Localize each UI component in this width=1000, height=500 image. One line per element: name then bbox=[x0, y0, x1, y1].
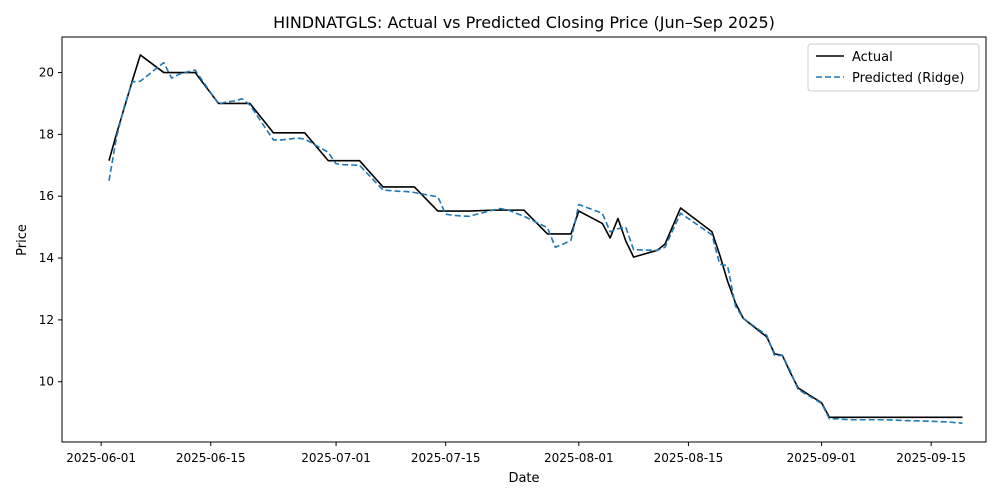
x-tick-label: 2025-07-15 bbox=[411, 451, 481, 465]
y-tick-label: 14 bbox=[39, 251, 54, 265]
legend-frame bbox=[807, 43, 980, 92]
legend-label-actual: Actual bbox=[852, 50, 893, 65]
legend: Actual Predicted (Ridge) bbox=[807, 43, 980, 92]
x-tick-label: 2025-08-01 bbox=[544, 451, 614, 465]
x-tick-label: 2025-06-15 bbox=[176, 451, 246, 465]
y-tick-label: 10 bbox=[39, 375, 54, 389]
y-tick-label: 12 bbox=[39, 313, 54, 327]
x-tick-label: 2025-09-15 bbox=[896, 451, 966, 465]
x-tick-label: 2025-08-15 bbox=[654, 451, 724, 465]
y-axis-label: Price bbox=[15, 224, 30, 256]
chart-title: HINDNATGLS: Actual vs Predicted Closing … bbox=[273, 13, 775, 32]
y-tick-label: 16 bbox=[39, 189, 54, 203]
plot-frame bbox=[61, 36, 987, 443]
x-axis-label: Date bbox=[508, 471, 539, 486]
x-tick-label: 2025-07-01 bbox=[301, 451, 371, 465]
y-tick-label: 20 bbox=[39, 66, 54, 80]
y-tick-label: 18 bbox=[39, 127, 54, 141]
series-layer bbox=[108, 54, 963, 424]
y-axis: 10 12 14 16 18 20 bbox=[39, 66, 62, 389]
x-tick-label: 2025-06-01 bbox=[66, 451, 136, 465]
legend-label-predicted: Predicted (Ridge) bbox=[852, 71, 964, 86]
x-axis: 2025-06-01 2025-06-15 2025-07-01 2025-07-15… bbox=[66, 442, 966, 465]
series-line-predicted-ridge bbox=[108, 61, 963, 424]
x-tick-label: 2025-09-01 bbox=[787, 451, 857, 465]
series-line-actual bbox=[108, 54, 963, 419]
